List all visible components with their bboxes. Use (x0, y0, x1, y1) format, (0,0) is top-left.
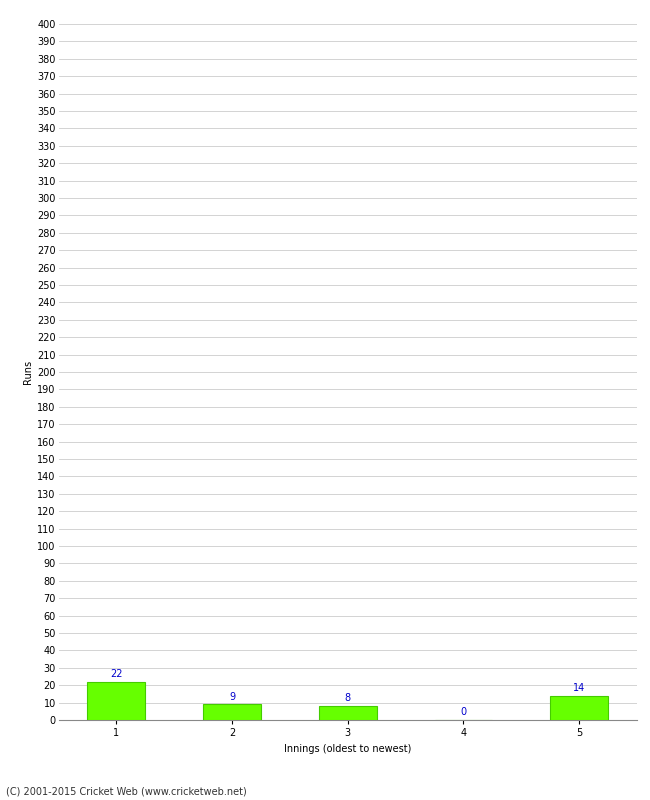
Text: 0: 0 (460, 707, 467, 718)
X-axis label: Innings (oldest to newest): Innings (oldest to newest) (284, 744, 411, 754)
Text: 9: 9 (229, 692, 235, 702)
Text: 8: 8 (344, 694, 351, 703)
Text: 22: 22 (110, 669, 123, 679)
Text: (C) 2001-2015 Cricket Web (www.cricketweb.net): (C) 2001-2015 Cricket Web (www.cricketwe… (6, 786, 247, 796)
Bar (318, 706, 377, 720)
Text: 14: 14 (573, 683, 585, 693)
Bar (87, 682, 146, 720)
Bar (203, 704, 261, 720)
Bar (550, 696, 608, 720)
Y-axis label: Runs: Runs (23, 360, 33, 384)
